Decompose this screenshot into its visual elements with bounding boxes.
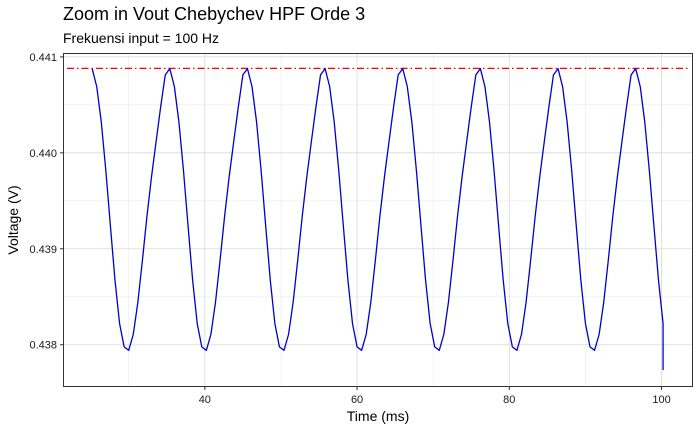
x-tick-label: 100 — [652, 394, 670, 406]
series-group — [91, 67, 664, 371]
chart-title: Zoom in Vout Chebychev HPF Orde 3 — [63, 4, 366, 24]
y-tick-label: 0.441 — [29, 52, 57, 64]
x-tick-label: 60 — [351, 394, 363, 406]
y-tick-label: 0.440 — [29, 148, 57, 160]
y-tick-label: 0.438 — [29, 340, 57, 352]
plot-panel — [63, 53, 693, 387]
series-line-0 — [91, 67, 664, 371]
x-tick-label: 80 — [503, 394, 515, 406]
x-axis: 40 60 80 100 — [199, 386, 671, 406]
y-axis-title: Voltage (V) — [5, 185, 21, 254]
y-axis: 0.438 0.439 0.440 0.441 — [29, 52, 64, 352]
y-tick-label: 0.439 — [29, 244, 57, 256]
x-axis-title: Time (ms) — [347, 408, 409, 424]
grid-minor — [64, 54, 692, 386]
x-tick-label: 40 — [199, 394, 211, 406]
chart-subtitle: Frekuensi input = 100 Hz — [63, 30, 220, 46]
